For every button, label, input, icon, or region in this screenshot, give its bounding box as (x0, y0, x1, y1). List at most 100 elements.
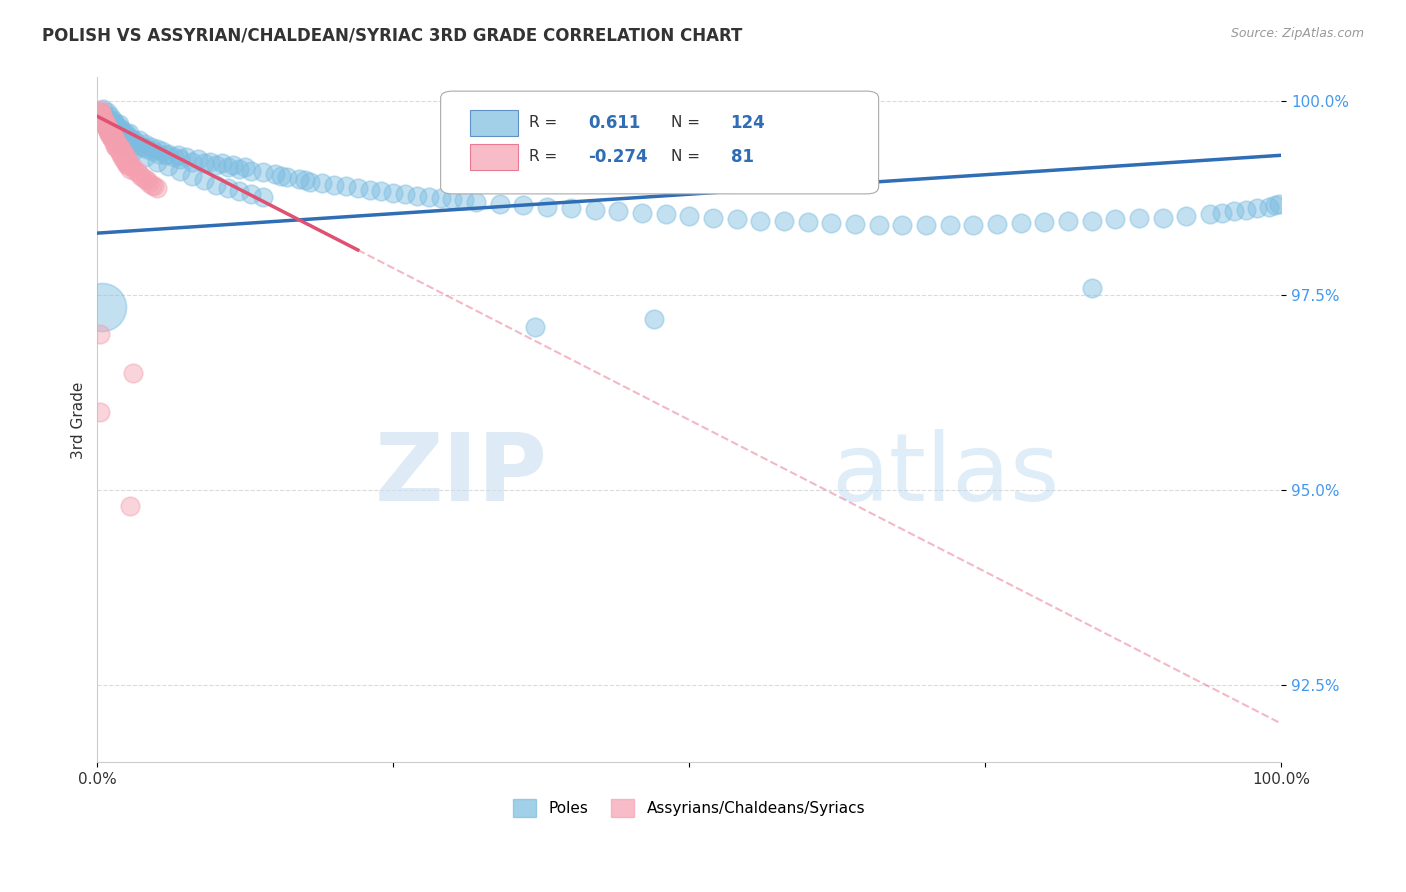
Point (311, 176, 333, 190)
Point (891, 219, 914, 233)
Point (110, 148, 132, 162)
Point (98, 113, 121, 128)
Point (128, 133, 150, 147)
Point (89, 327, 111, 342)
Text: 124: 124 (731, 113, 765, 132)
Point (134, 171, 156, 186)
Point (359, 182, 381, 196)
Point (117, 158, 139, 172)
Point (465, 194, 488, 209)
Point (91, 111, 114, 125)
Text: N =: N = (672, 149, 706, 164)
Point (91, 111, 114, 125)
Point (198, 154, 221, 169)
Text: R =: R = (530, 115, 562, 130)
Point (134, 150, 156, 164)
Point (98, 127, 121, 141)
Point (1175, 209, 1198, 223)
Point (91, 113, 114, 128)
Point (91, 111, 114, 125)
Point (101, 128, 124, 143)
Point (228, 162, 250, 177)
Point (536, 200, 558, 214)
Point (157, 159, 180, 173)
Point (129, 168, 152, 182)
Point (96, 105, 118, 120)
Point (240, 187, 263, 202)
Point (1033, 215, 1056, 229)
Point (93, 115, 115, 129)
Point (294, 173, 316, 187)
Point (725, 212, 748, 227)
Point (104, 139, 127, 153)
Text: Source: ZipAtlas.com: Source: ZipAtlas.com (1230, 27, 1364, 40)
Point (94, 115, 117, 129)
Point (346, 181, 368, 195)
Point (104, 115, 127, 129)
Point (107, 145, 129, 159)
Point (166, 148, 188, 162)
Point (100, 131, 122, 145)
Point (868, 218, 890, 232)
Point (97, 123, 120, 137)
Point (89, 405, 111, 419)
Point (132, 140, 155, 154)
Point (98, 123, 121, 137)
Point (524, 319, 547, 334)
Point (94, 119, 117, 133)
Point (1199, 207, 1222, 221)
Point (441, 192, 464, 206)
Point (100, 109, 122, 123)
Point (96, 121, 118, 136)
Point (121, 366, 143, 380)
FancyBboxPatch shape (440, 91, 879, 194)
Point (287, 171, 309, 186)
Point (169, 152, 191, 166)
Point (118, 156, 141, 170)
Point (1258, 200, 1281, 214)
Point (488, 196, 510, 211)
Point (1264, 198, 1286, 212)
Point (112, 125, 135, 139)
Point (91, 113, 114, 128)
Point (148, 146, 170, 161)
Point (90, 105, 112, 120)
Point (1010, 216, 1032, 230)
Point (121, 160, 143, 174)
Point (100, 125, 122, 139)
Point (125, 136, 148, 151)
Point (108, 121, 131, 136)
Point (1080, 280, 1102, 294)
Point (217, 181, 239, 195)
Point (631, 206, 654, 220)
Point (217, 160, 239, 174)
Point (93, 115, 115, 129)
Point (110, 146, 132, 161)
Point (93, 113, 115, 128)
Point (204, 178, 226, 192)
Point (107, 117, 129, 131)
Point (101, 134, 124, 148)
Point (100, 127, 122, 141)
Point (90, 108, 112, 122)
Point (112, 150, 135, 164)
Point (228, 184, 250, 198)
Point (112, 146, 135, 161)
Point (915, 219, 938, 233)
Point (204, 158, 226, 172)
Point (103, 117, 125, 131)
Point (1057, 214, 1080, 228)
Point (98, 125, 121, 139)
Point (120, 499, 142, 513)
Point (643, 311, 665, 326)
Point (844, 217, 866, 231)
Point (252, 190, 274, 204)
Point (394, 187, 416, 202)
Legend: Poles, Assyrians/Chaldeans/Syriacs: Poles, Assyrians/Chaldeans/Syriacs (508, 792, 872, 823)
Point (89, 105, 111, 120)
Point (91, 300, 114, 314)
Point (370, 184, 392, 198)
Point (91, 102, 114, 116)
Point (1080, 213, 1102, 227)
Text: N =: N = (672, 115, 706, 130)
